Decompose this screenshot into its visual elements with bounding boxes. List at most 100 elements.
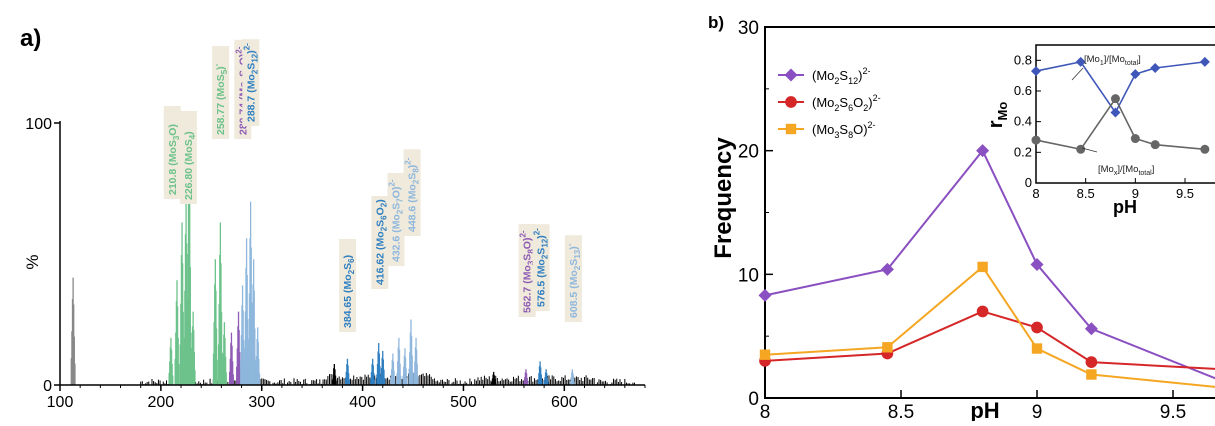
ms-annotation-superscript: 2- [387, 179, 396, 186]
frequency-series-line [759, 306, 1215, 370]
ms-annotation-superscript: 2- [519, 230, 528, 237]
ms-annotation-formula: S [568, 259, 580, 266]
ms-annotation-formula: O) [167, 124, 179, 136]
frequency-x-tick-label: 8 [760, 402, 771, 421]
inset-label-part: ]/[Mo [1104, 54, 1125, 65]
ms-y-tick-label: 100 [25, 116, 52, 133]
ms-peak [219, 223, 223, 385]
legend-marker [785, 69, 798, 82]
frequency-y-tick-label: 20 [738, 142, 759, 163]
inset-x-axis-label: pH [1113, 197, 1137, 217]
inset-label-subscript: total [1125, 60, 1139, 67]
ms-annotation-formula: S [245, 63, 257, 70]
inset-x-tick-label: 9.5 [1176, 186, 1194, 201]
ms-peak [230, 333, 234, 385]
legend-formula: S [839, 68, 848, 83]
ms-peak [71, 278, 75, 385]
frequency-x-tick-label: 8.5 [888, 402, 914, 421]
ms-y-tick-label: 0 [43, 378, 52, 395]
ms-peak [180, 223, 184, 385]
inset-data-point [1032, 136, 1041, 145]
inset-y-tick-label: 0 [1025, 175, 1032, 190]
legend-marker [785, 96, 797, 108]
inset-x-tick-label: 8.5 [1077, 186, 1095, 201]
legend-label: (Mo3S8O)2- [812, 120, 876, 140]
ms-annotation-superscript: 2- [533, 228, 542, 235]
inset-label-part: [Mo [1084, 54, 1100, 65]
ms-peak [381, 351, 385, 385]
ms-peak-annotation: 226.80 (MoS4) [180, 111, 197, 204]
ms-peaks [71, 123, 574, 385]
inset-y-label-main: r [985, 120, 1007, 128]
ms-annotation-text: 226.80 (MoS4) [183, 131, 197, 200]
ms-annotation-text: 288.7 (Mo2S12)2- [242, 43, 259, 122]
ms-annotation-text: 384.65 (Mo2S6) [342, 255, 356, 328]
frequency-data-point [760, 350, 770, 360]
inset-label-part: [Mo [1098, 164, 1114, 175]
ms-annotation-formula: ) [342, 255, 354, 259]
legend-formula: O [853, 95, 863, 110]
legend-label: (Mo2S6O2)2- [812, 93, 881, 113]
frequency-line [765, 151, 1215, 383]
inset-label-subscript: total [1138, 170, 1152, 177]
ms-peak [256, 327, 260, 385]
inset-data-point [1200, 145, 1209, 154]
frequency-y-tick-label: 0 [748, 389, 759, 410]
frequency-series-line [760, 262, 1215, 388]
legend-marker [786, 124, 796, 134]
ms-annotation-formula: S [407, 173, 419, 180]
ms-annotation-text: 432.6 (Mo2S7O)2- [387, 179, 404, 262]
legend-superscript: 2- [873, 93, 881, 103]
legend-formula: S [839, 122, 848, 137]
ms-annotation-text: 576.5 (Mo2S12)2- [533, 228, 550, 307]
inset-label-part: ] [1152, 164, 1155, 175]
ms-annotation-formula: S [522, 254, 534, 261]
ms-peak [237, 312, 241, 385]
inset-x-tick-label: 8 [1032, 186, 1039, 201]
ms-annotation-formula: S [374, 220, 386, 227]
ms-annotation-text: 416.62 (Mo2S6O2) [374, 199, 388, 285]
frequency-y-tick-label: 10 [738, 265, 759, 286]
ms-peak [252, 259, 256, 385]
inset-label-part: ] [1138, 54, 1141, 65]
ms-peak-annotation: 576.5 (Mo2S12)2- [533, 224, 550, 311]
ms-annotation-formula: ) [374, 199, 386, 203]
ms-annotation-text: 448.6 (Mo2S8)2- [404, 157, 421, 232]
ms-peak-annotation: 432.6 (Mo2S7O)2- [387, 173, 404, 266]
ms-x-tick-label: 300 [248, 394, 275, 411]
inset-y-tick-label: 0.2 [1014, 144, 1032, 159]
ms-y-axis-label: % [23, 254, 42, 269]
ms-annotation-formula: O [374, 207, 386, 215]
frequency-data-point [977, 262, 987, 272]
ms-annotation-formula: 226.80 (MoS [183, 139, 195, 200]
legend-formula: (Mo [812, 95, 834, 110]
inset-label-part: ]/[Mo [1117, 164, 1138, 175]
ms-annotation-formula: 562.7 (Mo [522, 265, 534, 313]
ms-annotation-superscript: 2- [242, 43, 251, 50]
ms-x-tick-label: 500 [450, 394, 477, 411]
frequency-data-point [882, 342, 892, 352]
legend-superscript: 2- [868, 120, 876, 130]
legend-formula: (Mo [812, 68, 834, 83]
ms-peak-annotation: 258.77 (MoS5)- [212, 46, 229, 139]
ms-peak [245, 238, 249, 385]
ms-peak-annotation: 416.62 (Mo2S6O2) [371, 196, 388, 289]
panel-a-label: a) [20, 25, 41, 52]
frequency-y-axis-label: Frequency [710, 137, 737, 259]
ms-annotation-text: 210.8 (MoS3O) [167, 124, 181, 195]
ms-peak [333, 364, 337, 385]
ms-x-tick-label: 400 [349, 394, 376, 411]
frequency-data-point [1031, 322, 1043, 334]
frequency-data-point [1086, 369, 1096, 379]
ms-annotation-formula: O) [522, 238, 534, 250]
ms-annotation-formula: 384.65 (Mo [342, 274, 354, 328]
ms-peak-annotation: 210.8 (MoS3O) [164, 106, 181, 199]
ms-peak [397, 338, 401, 385]
ms-peak [492, 372, 496, 385]
ms-peak [524, 369, 528, 385]
ms-peak [403, 348, 407, 385]
ms-annotation-formula: 576.5 (Mo [536, 259, 548, 307]
legend-formula: S [839, 95, 848, 110]
